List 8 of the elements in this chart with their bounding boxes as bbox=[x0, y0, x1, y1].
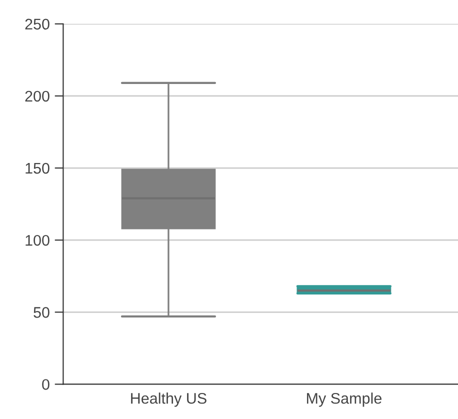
x-tick-label: Healthy US bbox=[131, 392, 206, 407]
x-tick-label: My Sample bbox=[306, 392, 382, 407]
y-tick-label: 0 bbox=[42, 379, 50, 390]
y-tick-label: 100 bbox=[26, 234, 50, 246]
y-tick-label: 50 bbox=[34, 307, 50, 318]
y-tick-label: 200 bbox=[25, 90, 50, 102]
y-tick-label: 250 bbox=[25, 18, 50, 30]
y-tick-label: 150 bbox=[26, 162, 50, 174]
